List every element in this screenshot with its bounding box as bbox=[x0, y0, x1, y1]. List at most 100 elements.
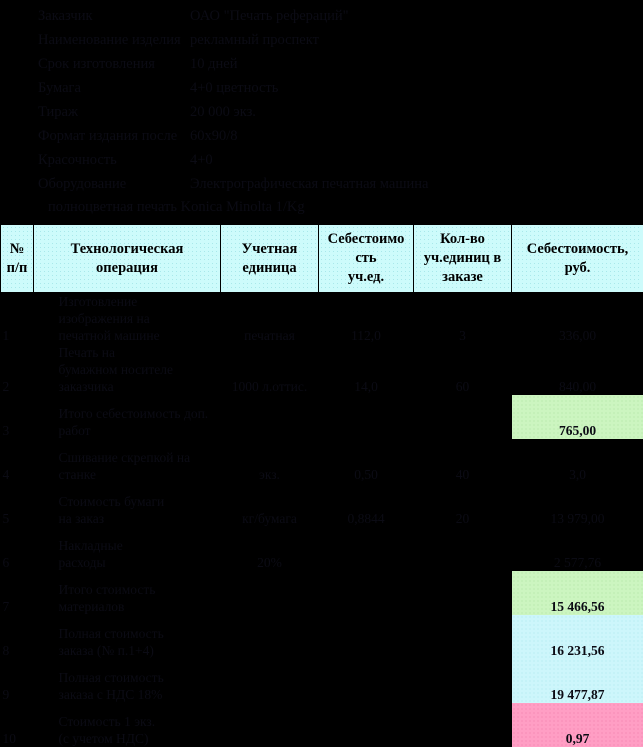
operation-text: Итого себестоимость доп.работ bbox=[37, 405, 218, 439]
total-cost-cell: 0,97 bbox=[512, 703, 643, 747]
cost-per-unit-cell bbox=[319, 527, 414, 571]
quantity-cell bbox=[414, 615, 512, 659]
order-info-value: 60x90/8 bbox=[190, 124, 238, 148]
order-info-value: рекламный проспект bbox=[190, 28, 319, 52]
operation-cell: Стоимость 1 экз.(с учетом НДС) bbox=[34, 703, 221, 747]
quantity-cell bbox=[414, 703, 512, 747]
total-cost-cell: 15 466,56 bbox=[512, 571, 643, 615]
column-header-line: № bbox=[3, 240, 31, 259]
operation-line: Печать на bbox=[59, 344, 218, 361]
operation-line: Сшивание скрепкой на bbox=[59, 449, 218, 466]
quantity-cell bbox=[414, 659, 512, 703]
operation-line: (с учетом НДС) bbox=[59, 730, 218, 747]
operation-cell: Итого себестоимость доп.работ bbox=[34, 395, 221, 439]
cost-per-unit-cell: 112,0 bbox=[319, 293, 414, 345]
operation-line: бумажном носителе bbox=[59, 361, 218, 378]
unit-cell bbox=[221, 659, 319, 703]
order-info-label: Формат издания после bbox=[0, 124, 190, 148]
operation-text: Стоимость 1 экз.(с учетом НДС) bbox=[37, 713, 218, 747]
unit-cell: печатная bbox=[221, 293, 319, 345]
unit-cell bbox=[221, 615, 319, 659]
quantity-cell: 60 bbox=[414, 344, 512, 395]
order-info-value: Электрографическая печатная машина bbox=[190, 172, 428, 196]
cost-per-unit-cell bbox=[319, 659, 414, 703]
row-number: 3 bbox=[1, 395, 34, 439]
cost-per-unit-cell: 0,50 bbox=[319, 439, 414, 483]
unit-cell: 20% bbox=[221, 527, 319, 571]
unit-cell bbox=[221, 703, 319, 747]
total-cost-cell: 16 231,56 bbox=[512, 615, 643, 659]
total-cost-cell: 2 577,76 bbox=[512, 527, 643, 571]
row-number: 5 bbox=[1, 483, 34, 527]
total-cost-cell: 3,0 bbox=[512, 439, 643, 483]
cost-per-unit-cell: 14,0 bbox=[319, 344, 414, 395]
operation-line: Полная стоимость bbox=[59, 625, 218, 642]
operation-line: станке bbox=[59, 466, 218, 483]
order-info-value: 4+0 цветность bbox=[190, 76, 278, 100]
quantity-cell bbox=[414, 527, 512, 571]
order-info-value: 4+0 bbox=[190, 148, 213, 172]
cost-per-unit-cell: 0,8844 bbox=[319, 483, 414, 527]
unit-cell bbox=[221, 395, 319, 439]
row-number: 1 bbox=[1, 293, 34, 345]
column-header-line: операция bbox=[36, 259, 218, 278]
cost-per-unit-cell bbox=[319, 571, 414, 615]
total-cost-cell: 19 477,87 bbox=[512, 659, 643, 703]
column-header-5: Себестоимость,руб. bbox=[512, 225, 643, 293]
quantity-cell bbox=[414, 395, 512, 439]
quantity-cell: 20 bbox=[414, 483, 512, 527]
order-info-label: Заказчик bbox=[0, 4, 190, 28]
total-cost-cell: 765,00 bbox=[512, 395, 643, 439]
row-number: 7 bbox=[1, 571, 34, 615]
column-header-line: единица bbox=[223, 259, 316, 278]
column-header-line: Себестоимость, bbox=[514, 240, 641, 259]
operation-line: материалов bbox=[59, 598, 218, 615]
unit-cell: 1000 л.оттис. bbox=[221, 344, 319, 395]
operation-line: Итого себестоимость доп. bbox=[59, 405, 218, 422]
order-info-label: Бумага bbox=[0, 76, 190, 100]
cost-per-unit-cell bbox=[319, 395, 414, 439]
operation-line: Полная стоимость bbox=[59, 669, 218, 686]
operation-line: Итого стоимость bbox=[59, 581, 218, 598]
row-number: 9 bbox=[1, 659, 34, 703]
operation-line: Изготовление bbox=[59, 293, 218, 310]
column-header-line: Себестоимо bbox=[321, 230, 411, 249]
operation-line: печатной машине bbox=[59, 327, 218, 344]
quantity-cell: 40 bbox=[414, 439, 512, 483]
operation-line: Стоимость бумаги bbox=[59, 493, 218, 510]
order-info-label: Тираж bbox=[0, 100, 190, 124]
column-header-line: Технологическая bbox=[36, 240, 218, 259]
total-cost-cell: 13 979,00 bbox=[512, 483, 643, 527]
unit-cell: экз. bbox=[221, 439, 319, 483]
order-info-label: Красочность bbox=[0, 148, 190, 172]
